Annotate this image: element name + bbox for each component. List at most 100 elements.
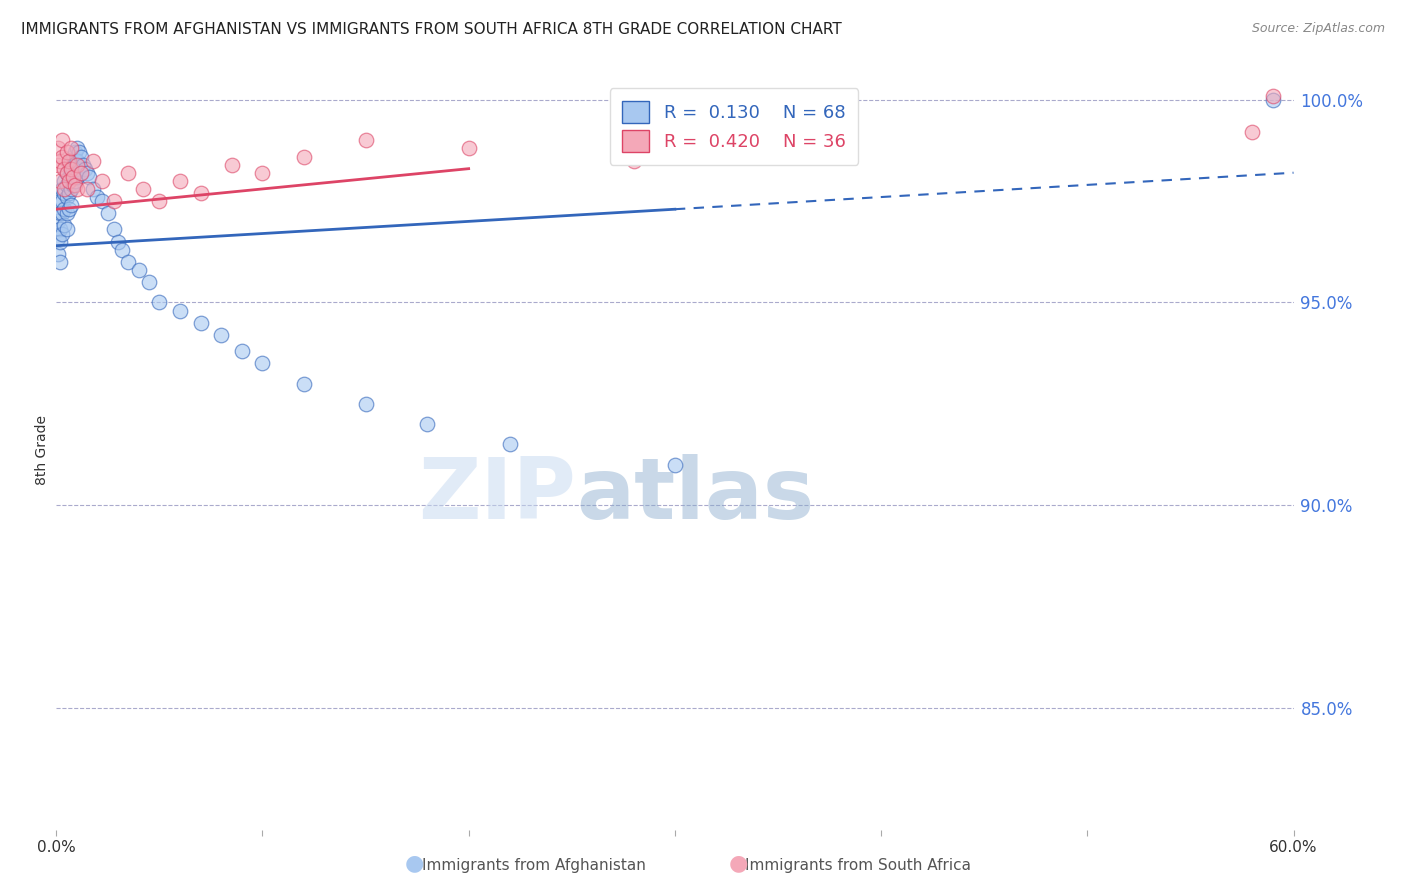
Point	[59, 161, 82, 176]
Point	[252, 356, 274, 370]
Point	[58, 153, 80, 168]
Text: ●: ●	[405, 853, 425, 872]
Point	[292, 376, 315, 391]
Point	[58, 202, 80, 217]
Point	[623, 153, 645, 168]
Point	[103, 194, 125, 208]
Point	[55, 166, 77, 180]
Point	[1261, 93, 1284, 107]
Point	[77, 169, 100, 184]
Text: Immigrants from South Africa: Immigrants from South Africa	[745, 858, 970, 872]
Point	[66, 153, 89, 168]
Point	[62, 161, 84, 176]
Text: Immigrants from Afghanistan: Immigrants from Afghanistan	[422, 858, 647, 872]
Point	[66, 158, 89, 172]
Point	[59, 166, 82, 180]
Point	[148, 295, 170, 310]
Text: Source: ZipAtlas.com: Source: ZipAtlas.com	[1251, 22, 1385, 36]
Point	[53, 161, 76, 176]
Point	[66, 169, 89, 184]
Point	[53, 186, 76, 200]
Point	[58, 158, 80, 172]
Point	[49, 206, 72, 220]
Point	[55, 178, 77, 192]
Text: ZIP: ZIP	[418, 454, 576, 538]
Point	[66, 141, 89, 155]
Point	[148, 194, 170, 208]
Point	[46, 141, 69, 155]
Point	[46, 214, 69, 228]
Point	[58, 174, 80, 188]
Point	[55, 222, 77, 236]
Point	[354, 397, 377, 411]
Point	[97, 206, 120, 220]
Y-axis label: 8th Grade: 8th Grade	[35, 416, 49, 485]
Text: IMMIGRANTS FROM AFGHANISTAN VS IMMIGRANTS FROM SOUTH AFRICA 8TH GRADE CORRELATIO: IMMIGRANTS FROM AFGHANISTAN VS IMMIGRANT…	[21, 22, 842, 37]
Legend: R =  0.130    N = 68, R =  0.420    N = 36: R = 0.130 N = 68, R = 0.420 N = 36	[610, 88, 858, 164]
Point	[49, 255, 72, 269]
Point	[49, 194, 72, 208]
Point	[62, 178, 84, 192]
Point	[70, 166, 93, 180]
Point	[59, 198, 82, 212]
Point	[63, 158, 86, 172]
Point	[46, 247, 69, 261]
Point	[221, 158, 243, 172]
Point	[499, 437, 522, 451]
Point	[49, 174, 72, 188]
Point	[53, 202, 76, 217]
Point	[103, 222, 125, 236]
Point	[75, 161, 97, 176]
Point	[51, 206, 73, 220]
Point	[59, 182, 82, 196]
Point	[51, 182, 73, 196]
Point	[292, 149, 315, 163]
Point	[457, 141, 479, 155]
Point	[82, 153, 104, 168]
Text: ●: ●	[728, 853, 748, 872]
Point	[76, 166, 98, 180]
Point	[51, 227, 73, 241]
Point	[53, 174, 76, 188]
Point	[1261, 88, 1284, 103]
Point	[51, 194, 73, 208]
Point	[117, 255, 139, 269]
Point	[49, 222, 72, 236]
Point	[664, 458, 686, 472]
Point	[58, 186, 80, 200]
Point	[55, 166, 77, 180]
Point	[70, 166, 93, 180]
Point	[59, 141, 82, 155]
Text: atlas: atlas	[576, 454, 814, 538]
Point	[132, 182, 155, 196]
Point	[53, 182, 76, 196]
Point	[354, 133, 377, 147]
Point	[1241, 125, 1264, 139]
Point	[62, 149, 84, 163]
Point	[63, 178, 86, 192]
Point	[63, 145, 86, 160]
Point	[76, 182, 98, 196]
Point	[58, 169, 80, 184]
Point	[128, 263, 150, 277]
Point	[62, 169, 84, 184]
Point	[55, 145, 77, 160]
Point	[209, 327, 232, 342]
Point	[55, 206, 77, 220]
Point	[49, 235, 72, 249]
Point	[67, 145, 90, 160]
Point	[70, 149, 93, 163]
Point	[67, 161, 90, 176]
Point	[49, 153, 72, 168]
Point	[63, 174, 86, 188]
Point	[51, 133, 73, 147]
Point	[169, 303, 191, 318]
Point	[252, 166, 274, 180]
Point	[416, 417, 439, 431]
Point	[86, 190, 108, 204]
Point	[72, 158, 94, 172]
Point	[51, 149, 73, 163]
Point	[90, 194, 112, 208]
Point	[190, 316, 212, 330]
Point	[117, 166, 139, 180]
